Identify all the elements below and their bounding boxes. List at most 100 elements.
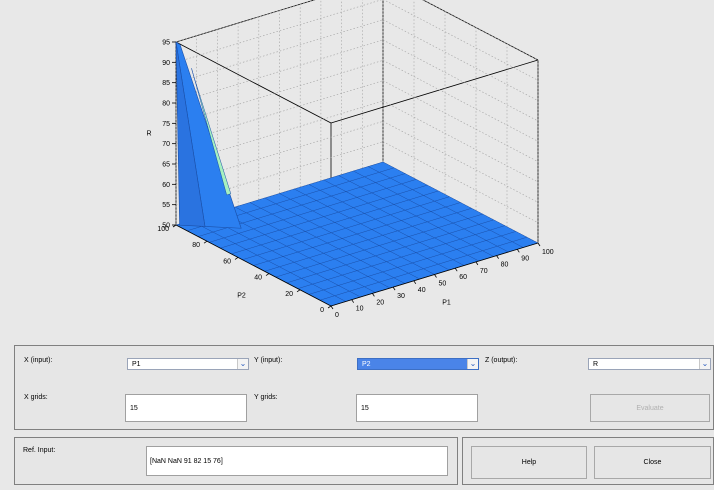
y-tick-mark [203,240,208,244]
x-grids-field[interactable]: 15 [125,394,247,422]
chevron-down-icon[interactable]: ⌄ [699,359,710,369]
z-tick-label: 95 [162,40,170,47]
x-tick-mark [413,280,417,285]
y-input-dropdown[interactable]: P2 ⌄ [357,358,479,370]
action-buttons-panel: Help Close [462,437,714,485]
z-tick-label: 75 [162,121,170,128]
y-tick-label: 0 [320,307,324,314]
x-tick-mark [351,299,355,303]
y-grids-field[interactable]: 15 [356,394,478,422]
z-tick-label: 65 [162,162,170,169]
mesh-line [220,184,428,249]
surface-floor [175,161,539,307]
x-tick-label: 10 [356,306,364,313]
z-tick-label: 90 [162,60,170,67]
x-tick-mark [330,305,334,310]
gridline [175,60,384,124]
gridline [382,60,539,142]
z-output-label: Z (output): [485,357,518,364]
x-tick-label: 30 [397,293,405,300]
mesh-line [308,184,465,266]
surface-peak [175,41,242,229]
x-tick-label: 100 [542,249,554,256]
gridline [382,121,539,203]
mesh-line [294,188,450,271]
y-axis-label: P2 [237,293,246,300]
x-tick-mark [434,274,437,278]
y-grids-value: 15 [361,405,369,412]
x-tick-mark [454,267,458,272]
settings-panel: X (input): P1 ⌄ Y (input): P2 ⌄ Z (outpu… [14,345,714,430]
x-tick-label: 20 [376,299,384,306]
mesh-line [242,196,450,260]
ref-input-value: [NaN NaN 91 82 15 76] [150,458,223,465]
y-tick-label: 20 [285,291,293,298]
gridline [382,80,539,162]
surface-peak-side [175,41,206,227]
y-tick-label: 60 [223,258,231,265]
x-grids-value: 15 [130,405,138,412]
x-tick-label: 60 [459,274,467,281]
mesh-line [209,179,417,243]
y-tick-mark [265,273,270,276]
gridline [422,0,539,61]
y-grids-label: Y grids: [254,394,278,401]
gridline [382,141,539,223]
chevron-down-icon[interactable]: ⌄ [467,359,478,369]
y-tick-mark [296,289,301,293]
x-axis-label: P1 [442,300,451,307]
ref-input-panel: Ref. Input: [NaN NaN 91 82 15 76] [14,437,458,485]
z-tick-label: 70 [162,141,170,148]
y-input-value: P2 [362,361,371,368]
axis-ticks: 0102030405060708090100020406080100505560… [157,40,553,320]
ref-input-field[interactable]: [NaN NaN 91 82 15 76] [146,446,448,476]
x-input-dropdown[interactable]: P1 ⌄ [127,358,249,370]
x-input-value: P1 [132,361,141,368]
x-tick-label: 80 [501,262,509,269]
z-tick-label: 50 [162,223,170,230]
z-tick-label: 55 [162,202,170,209]
evaluate-button[interactable]: Evaluate [590,394,710,422]
gridline [383,0,539,81]
mesh-line [353,170,509,253]
x-tick-mark [475,261,479,266]
x-tick-mark [496,255,499,259]
close-button[interactable]: Close [594,446,711,479]
y-tick-label: 100 [157,226,169,233]
x-input-label: X (input): [24,357,53,364]
box-edge [330,59,539,124]
mesh-line [368,166,524,248]
surface-plot-area[interactable]: 0 10 20 30 40 50 60 70 80 90 100 0 20 40 60 80 100 50 55 60… [0,0,714,340]
surface-plot[interactable]: 0102030405060708090100020406080100505560… [0,0,714,340]
z-output-dropdown[interactable]: R ⌄ [588,358,711,370]
x-tick-label: 70 [480,268,488,275]
y-tick-label: 80 [192,242,200,249]
z-output-value: R [593,361,599,368]
z-tick-label: 80 [162,101,170,108]
z-axis-label: R [146,131,151,138]
chevron-down-icon[interactable]: ⌄ [237,359,248,369]
box-edge [175,41,332,124]
x-grids-label: X grids: [24,394,48,401]
mesh-line [231,190,439,255]
mesh-line [323,179,479,262]
x-tick-mark [372,293,375,297]
axis-labels: P1 P2 R [146,131,450,307]
x-tick-mark [537,242,541,247]
x-tick-mark [516,249,520,253]
help-button[interactable]: Help [471,446,587,479]
gridline [382,39,539,122]
y-input-label: Y (input): [254,357,283,364]
y-tick-mark [327,305,332,309]
y-tick-label: 40 [254,275,262,282]
box-edge [175,224,332,307]
gridline [175,0,382,63]
x-tick-label: 40 [418,287,426,294]
gridline [175,0,316,43]
x-tick-label: 90 [521,255,529,262]
gridline [175,39,384,104]
y-tick-mark [234,257,239,260]
x-tick-label: 0 [335,312,339,319]
x-tick-mark [392,286,396,291]
gridline [175,19,384,83]
